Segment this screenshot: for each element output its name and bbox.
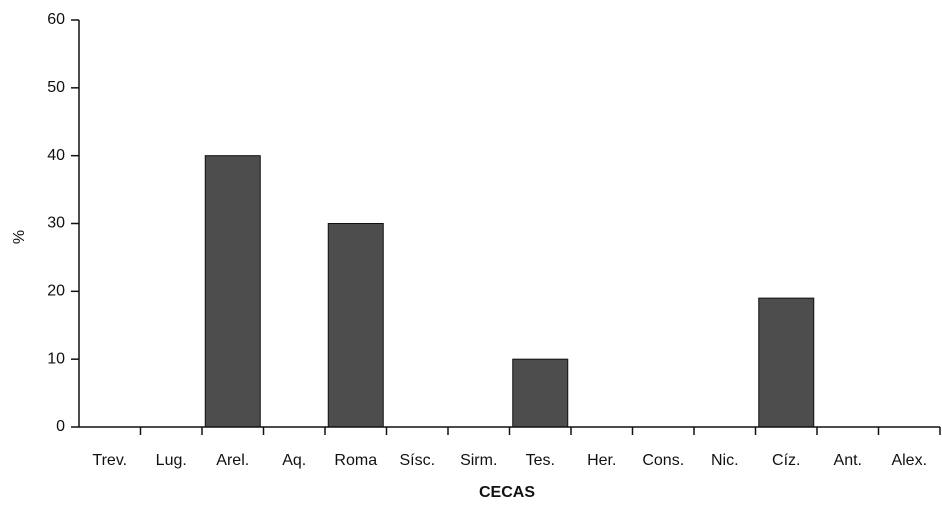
y-tick-label: 20 [47, 283, 65, 300]
y-tick-label: 10 [47, 350, 65, 367]
x-tick-label: Nic. [711, 452, 739, 469]
x-tick-label: Arel. [216, 452, 249, 469]
x-tick-label: Aq. [282, 452, 306, 469]
y-axis-label: % [11, 230, 28, 244]
x-tick-label: Ant. [834, 452, 862, 469]
x-tick-label: Sirm. [460, 452, 497, 469]
x-tick-label: Roma [334, 452, 377, 469]
bar [327, 223, 384, 428]
bar [758, 297, 815, 428]
x-tick-label: Tes. [526, 452, 555, 469]
x-tick-label: Cíz. [772, 452, 800, 469]
x-tick-label: Her. [587, 452, 616, 469]
x-tick-label: Sísc. [399, 452, 435, 469]
y-tick-label: 50 [47, 79, 65, 96]
x-axis-label: CECAS [479, 484, 535, 501]
y-tick-label: 30 [47, 215, 65, 232]
y-tick-label: 0 [56, 418, 65, 435]
y-tick-label: 60 [47, 11, 65, 28]
bar [512, 358, 569, 428]
x-tick-label: Trev. [92, 452, 127, 469]
bar [204, 155, 261, 428]
x-tick-label: Alex. [891, 452, 927, 469]
x-tick-label: Lug. [156, 452, 187, 469]
y-tick-label: 40 [47, 147, 65, 164]
x-tick-label: Cons. [642, 452, 684, 469]
